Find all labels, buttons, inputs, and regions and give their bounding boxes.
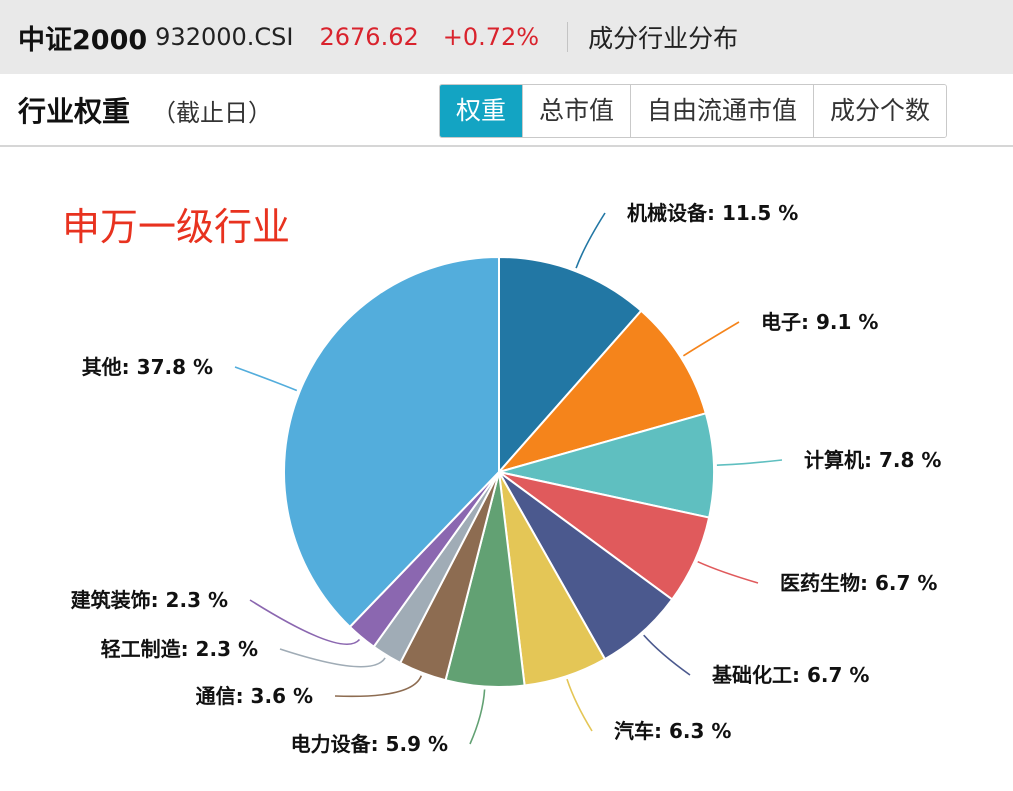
weights-title: 行业权重 [18, 95, 131, 128]
slice-label: 机械设备: 11.5 % [627, 201, 798, 225]
slice-label: 基础化工: 6.7 % [712, 663, 869, 687]
label-leader-line [697, 560, 759, 584]
label-leader-line [566, 678, 593, 732]
pie-slice[interactable] [496, 309, 708, 474]
index-header: 中证2000 932000.CSI 2676.62 +0.72% 成分行业分布 [0, 0, 1013, 74]
metric-tabs: 权重 总市值 自由流通市值 成分个数 [439, 84, 948, 138]
toolbar-divider [0, 145, 1013, 147]
label-leader-line [469, 689, 486, 745]
slice-label: 汽车: 6.3 % [614, 719, 731, 743]
pie-slice[interactable] [283, 255, 500, 629]
slice-label: 建筑装饰: 2.3 % [71, 588, 228, 612]
slice-label: 电力设备: 5.9 % [291, 732, 448, 756]
label-leader-line [234, 366, 298, 392]
label-leader-line [682, 321, 740, 357]
slice-label: 其他: 37.8 % [82, 355, 213, 379]
weights-toolbar: 行业权重 （截止日） 权重 总市值 自由流通市值 成分个数 [0, 74, 1013, 147]
section-title: 成分行业分布 [588, 24, 739, 53]
tab-weight[interactable]: 权重 [440, 85, 523, 137]
label-leader-line [279, 648, 386, 668]
index-change: +0.72% [442, 23, 540, 51]
label-leader-line [643, 634, 691, 676]
tab-free-float-market-cap[interactable]: 自由流通市值 [630, 85, 814, 137]
tab-constituent-count[interactable]: 成分个数 [813, 85, 947, 137]
slice-label: 医药生物: 6.7 % [780, 571, 937, 595]
header-divider [567, 22, 569, 52]
index-price: 2676.62 [319, 23, 419, 51]
weights-subtitle: （截止日） [152, 99, 272, 127]
chart-title: 申万一级行业 [62, 205, 291, 249]
slice-label: 通信: 3.6 % [196, 684, 313, 708]
pie-slice[interactable] [498, 412, 715, 519]
slice-label: 轻工制造: 2.3 % [101, 637, 258, 661]
tab-total-market-cap[interactable]: 总市值 [522, 85, 631, 137]
label-leader-line [575, 212, 606, 269]
index-name: 中证2000 [18, 24, 148, 56]
slice-label: 计算机: 7.8 % [804, 448, 941, 472]
slice-label: 电子: 9.1 % [761, 310, 878, 334]
index-code: 932000.CSI [155, 23, 294, 51]
label-leader-line [334, 675, 423, 698]
label-leader-line [716, 459, 783, 466]
pie-slice[interactable] [498, 255, 643, 475]
label-leader-line [249, 599, 361, 646]
